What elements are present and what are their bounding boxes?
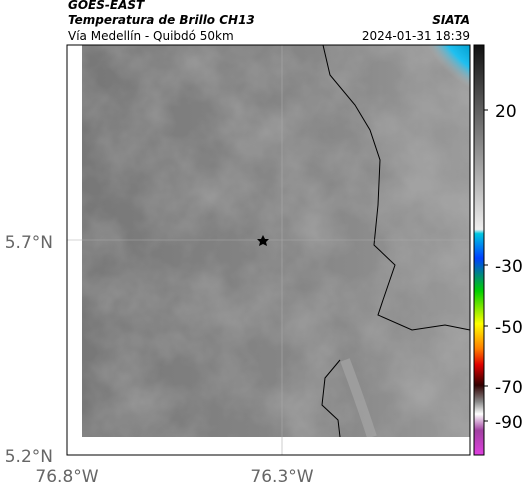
satellite-image <box>82 45 470 437</box>
lon-label: 76.3°W <box>250 467 313 487</box>
source: GOES-EAST <box>68 0 145 12</box>
colorbar-label: 20 <box>495 102 517 122</box>
brand: SIATA <box>432 13 470 27</box>
colorbar-label: -90 <box>495 413 523 433</box>
colorbar-label: -50 <box>495 318 523 338</box>
lon-label: 76.8°W <box>35 467 98 487</box>
colorbar-ticks <box>484 109 488 422</box>
lat-label: 5.2°N <box>5 447 53 467</box>
datetime: 2024-01-31 18:39 <box>362 29 470 43</box>
colorbar-label: -30 <box>495 257 523 277</box>
colorbar-label: -70 <box>495 378 523 398</box>
location-marker <box>257 235 269 246</box>
title: Temperatura de Brillo CH13 <box>68 13 255 27</box>
map-frame <box>66 44 471 456</box>
colorbar <box>473 44 485 456</box>
subtitle: Vía Medellín - Quibdó 50km <box>68 29 234 43</box>
lat-label: 5.7°N <box>5 233 53 253</box>
border <box>321 44 471 438</box>
